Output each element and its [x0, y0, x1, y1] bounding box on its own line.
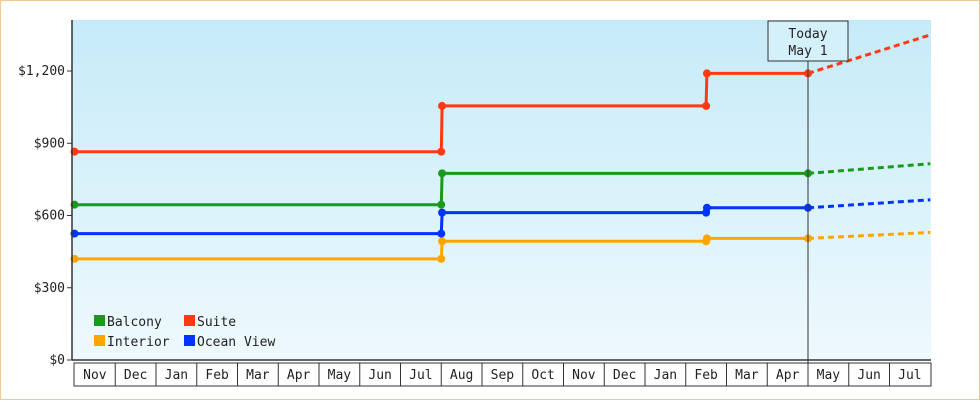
- x-tick-label: Nov: [572, 368, 596, 383]
- today-marker: Today May 1: [767, 20, 849, 386]
- series-line: [74, 171, 808, 207]
- x-tick-label: Feb: [694, 368, 718, 383]
- x-tick-label: Jan: [165, 368, 188, 383]
- x-tick-label: Jul: [409, 368, 432, 383]
- series-forecast-line: [807, 162, 931, 175]
- x-tick-label: Dec: [613, 368, 636, 383]
- x-tick-label: Apr: [776, 368, 800, 383]
- legend-label: Balcony: [107, 315, 162, 330]
- series-suite: [70, 33, 931, 156]
- x-tick-label: May: [817, 368, 841, 383]
- x-tick-label: May: [328, 368, 352, 383]
- x-axis-month-bar: Nov Dec Jan Feb Mar Apr May Jun Jul Aug Sep Oct Nov D…: [73, 362, 932, 387]
- today-date: May 1: [788, 44, 827, 59]
- series-forecast-line: [807, 198, 931, 210]
- y-tick-label: $300: [34, 281, 65, 296]
- series-line: [74, 236, 808, 261]
- legend-label: Suite: [197, 315, 236, 330]
- series-forecast-line: [807, 33, 931, 75]
- x-tick-label: Apr: [287, 368, 311, 383]
- data-point: [438, 237, 447, 246]
- data-point: [437, 147, 446, 156]
- y-tick-label: $0: [49, 353, 65, 368]
- data-point: [702, 101, 711, 110]
- x-tick-label: Jul: [898, 368, 921, 383]
- x-tick-label: Jun: [368, 368, 391, 383]
- x-tick-label: Nov: [83, 368, 107, 383]
- data-point: [438, 101, 447, 110]
- axis-layer: $0 $300 $600 $900 $1,200: [18, 20, 931, 368]
- legend-item: Ocean View: [184, 335, 275, 350]
- series-line: [74, 206, 808, 236]
- data-point: [438, 208, 447, 217]
- x-tick-label: Mar: [246, 368, 270, 383]
- today-label: Today: [788, 27, 827, 42]
- series-line: [74, 71, 808, 154]
- legend-label: Ocean View: [197, 335, 275, 350]
- data-point: [437, 200, 446, 209]
- x-tick-label: Dec: [124, 368, 147, 383]
- data-point: [438, 169, 447, 178]
- series-layer: [70, 33, 931, 263]
- x-tick-label: Sep: [491, 368, 515, 383]
- y-tick-label: $900: [34, 136, 65, 151]
- legend-item: Suite: [184, 315, 236, 330]
- plot-background: [72, 20, 931, 360]
- data-point: [702, 69, 711, 78]
- legend-swatch: [94, 335, 105, 346]
- legend-swatch: [94, 315, 105, 326]
- series-interior: [70, 230, 931, 263]
- x-tick-label: Feb: [205, 368, 229, 383]
- x-tick-label: Jun: [857, 368, 880, 383]
- legend-item: Balcony: [94, 315, 162, 330]
- legend-item: Interior: [94, 335, 170, 350]
- legend: Balcony Suite Interior Ocean View: [94, 315, 275, 350]
- series-ocean-view: [70, 198, 931, 238]
- x-tick-label: Aug: [450, 368, 473, 383]
- today-label-box: [767, 20, 849, 62]
- data-point: [702, 234, 711, 243]
- series-forecast-line: [807, 230, 931, 240]
- data-point: [702, 203, 711, 212]
- legend-swatch: [184, 335, 195, 346]
- legend-label: Interior: [107, 335, 170, 350]
- data-point: [437, 229, 446, 238]
- month-bar-frame: [73, 362, 932, 387]
- x-tick-label: Mar: [735, 368, 759, 383]
- y-tick-label: $600: [34, 209, 65, 224]
- x-tick-label: Oct: [531, 368, 554, 383]
- y-tick-label: $1,200: [18, 64, 65, 79]
- x-tick-label: Jan: [654, 368, 677, 383]
- data-point: [437, 254, 446, 263]
- legend-swatch: [184, 315, 195, 326]
